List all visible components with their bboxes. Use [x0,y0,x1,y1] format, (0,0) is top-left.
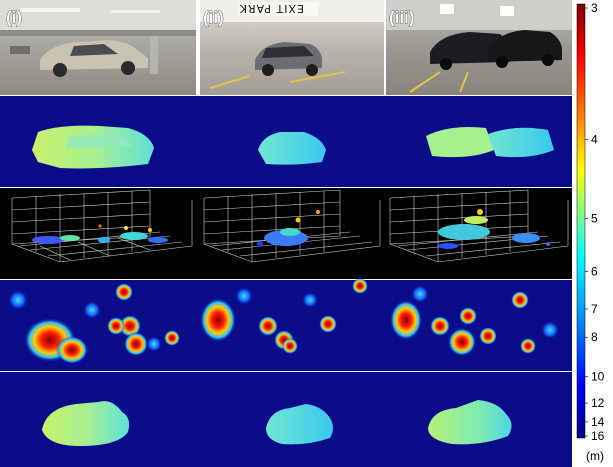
colorbar-tick-label: 7 [591,302,598,316]
panel-label-3: (iii) [389,8,415,27]
points-2 [257,210,320,247]
colorbar-tick-label: 14 [591,415,605,429]
pointcloud-row [0,188,572,279]
colorbar-tick-label: 6 [591,264,598,278]
colorbar-tick-label: 16 [591,429,605,443]
colorbar-tick-label: 12 [591,396,605,410]
points-3 [438,209,550,249]
depth-render-row [0,96,572,187]
depth-car-1 [32,125,154,169]
colorbar-tick-label: 8 [591,330,598,344]
heatmap-row [0,278,572,371]
recon-car-2 [266,404,333,445]
heatmap-3 [390,285,559,356]
depth-car-3 [426,127,554,158]
photo-panel-1 [0,0,196,95]
colorbar-tick-label: 5 [591,212,598,226]
recon-car-1 [42,401,130,446]
heatmap-2 [200,278,368,354]
photo-panel-2: EXIT PARK [200,0,384,95]
recon-car-3 [428,400,512,445]
photo-panel-3 [386,0,572,95]
colorbar-unit: (m) [586,449,604,463]
depth-car-2 [258,132,326,165]
exit-sign: EXIT PARK [239,2,304,15]
points-1 [32,224,168,244]
reconstruction-row [0,372,572,467]
colorbar-gradient [576,3,586,439]
panel-label-2: (ii) [203,8,224,27]
colorbar-tick-label: 4 [591,133,598,147]
colorbar-tick-label: 3 [591,1,598,15]
panel-label-1: (i) [6,8,22,27]
colorbar-tick-label: 10 [591,370,605,384]
photo-row: EXIT PARK (i) (ii) (iii) [0,0,572,95]
heatmap-1 [8,283,180,364]
